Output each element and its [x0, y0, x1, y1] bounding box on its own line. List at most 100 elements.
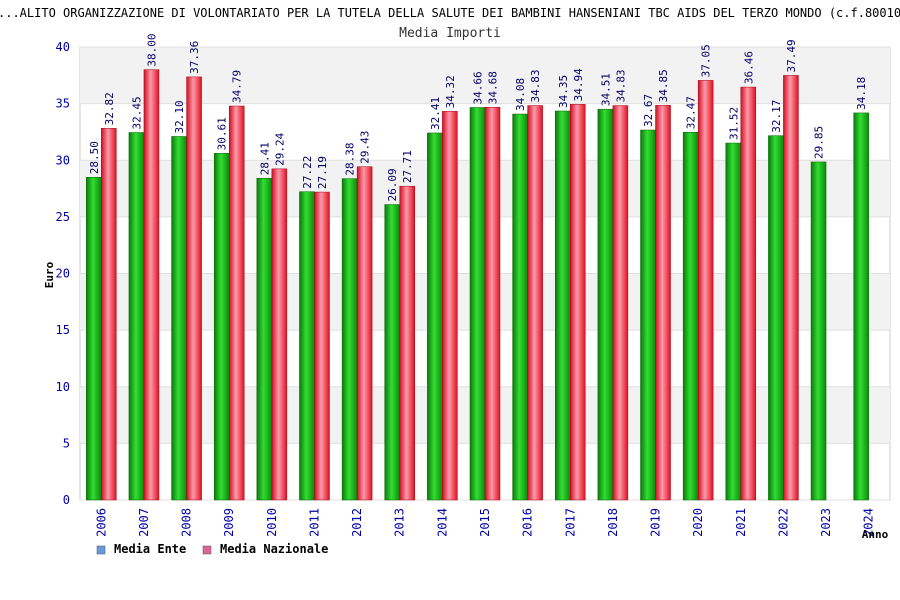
bar-media-nazionale: [143, 69, 160, 501]
bar-value-label: 37.05: [700, 44, 713, 77]
y-tick-label: 40: [56, 40, 70, 54]
value-labels: 28.50 32.82 32.45 38.00 32.10 37.36 30.61 34.79…: [88, 34, 868, 202]
x-tick-label: 2017: [563, 508, 577, 537]
legend: Media Ente Media Nazionale: [96, 542, 328, 556]
x-axis-ticks: 2006 2007 2008 2009 2010 2011 2012 2013 2014 2015…: [94, 508, 875, 537]
bar-value-label: 27.19: [316, 156, 329, 189]
x-tick-label: 2009: [222, 508, 236, 537]
bar-media-ente: [384, 204, 400, 501]
bar-value-label: 34.79: [231, 70, 244, 103]
bar-value-label: 27.71: [401, 150, 414, 183]
bar-value-label: 26.09: [386, 168, 399, 201]
y-tick-label: 5: [63, 436, 70, 450]
bar-value-label: 27.22: [301, 156, 314, 189]
x-tick-label: 2010: [265, 508, 279, 537]
x-tick-label: 2023: [819, 508, 833, 537]
bar-value-label: 34.68: [487, 71, 500, 104]
y-tick-label: 35: [56, 97, 70, 111]
y-tick-label: 20: [56, 267, 70, 281]
bar-media-nazionale: [356, 166, 373, 501]
bar-media-ente: [256, 178, 273, 501]
bar-value-label: 37.49: [785, 39, 798, 72]
y-axis-ticks: 0 5 10 15 20 25 30 35 40: [56, 40, 70, 507]
x-tick-label: 2012: [350, 508, 364, 537]
bar-value-label: 32.45: [130, 96, 143, 129]
bar-value-label: 34.83: [529, 69, 542, 102]
bar-value-label: 34.18: [855, 77, 868, 110]
bar-media-nazionale: [655, 105, 671, 501]
bar-value-label: 28.50: [88, 141, 101, 174]
x-tick-label: 2016: [521, 508, 535, 537]
x-tick-label: 2019: [649, 508, 663, 537]
bar-media-nazionale: [442, 111, 458, 501]
bar-value-label: 38.00: [145, 34, 158, 67]
bar-media-nazionale: [186, 76, 202, 501]
bar-value-label: 32.82: [103, 92, 116, 125]
bar-value-label: 32.10: [173, 100, 186, 133]
legend-label: Media Nazionale: [220, 542, 328, 556]
x-tick-label: 2008: [180, 508, 194, 537]
bar-media-nazionale: [612, 105, 629, 501]
y-tick-label: 15: [56, 323, 70, 337]
bar-media-nazionale: [783, 75, 799, 501]
bar-value-label: 32.67: [642, 94, 655, 127]
x-tick-label: 2021: [734, 508, 748, 537]
legend-label: Media Ente: [114, 542, 186, 556]
x-tick-label: 2020: [691, 508, 705, 537]
bar-media-nazionale: [570, 104, 586, 501]
bar-media-nazionale: [228, 105, 245, 501]
bar-media-ente: [640, 129, 656, 501]
chart-title: ...ALITO ORGANIZZAZIONE DI VOLONTARIATO …: [0, 6, 900, 20]
bar-media-ente: [427, 132, 443, 501]
bar-media-ente: [86, 176, 102, 501]
bar-value-label: 34.83: [614, 69, 627, 102]
x-tick-label: 2018: [606, 508, 620, 537]
bar-value-label: 34.35: [557, 75, 570, 108]
bar-media-ente: [512, 113, 528, 501]
bar-media-nazionale: [740, 86, 757, 501]
bar-value-label: 34.32: [444, 75, 457, 108]
bar-value-label: 28.41: [258, 142, 271, 175]
bar-media-ente: [341, 178, 358, 501]
legend-swatch: [202, 545, 212, 555]
bar-value-label: 37.36: [188, 41, 201, 74]
bar-value-label: 32.17: [770, 100, 783, 133]
x-tick-label: 2013: [393, 508, 407, 537]
bar-value-label: 29.24: [273, 132, 286, 165]
x-tick-label: 2014: [435, 508, 449, 537]
bar-value-label: 36.46: [742, 51, 755, 84]
bar-media-nazionale: [527, 105, 543, 501]
bar-media-ente: [853, 112, 869, 501]
bar-media-nazionale: [484, 106, 501, 501]
bar-media-nazionale: [314, 191, 330, 501]
bar-value-label: 31.52: [727, 107, 740, 140]
x-tick-label: 2015: [478, 508, 492, 537]
x-tick-label: 2022: [776, 508, 790, 537]
x-tick-label: 2007: [137, 508, 151, 537]
bar-media-ente: [299, 191, 315, 501]
chart-subtitle: Media Importi: [399, 26, 501, 41]
bar-value-label: 32.41: [429, 97, 442, 130]
bar-media-ente: [128, 132, 145, 501]
bar-media-nazionale: [271, 168, 288, 501]
bar-media-nazionale: [697, 80, 714, 501]
legend-swatch: [96, 545, 106, 555]
y-axis-title: Euro: [43, 261, 56, 288]
bar-media-ente: [810, 161, 827, 501]
bar-value-label: 30.61: [216, 117, 229, 150]
y-tick-label: 0: [63, 493, 70, 507]
bar-media-ente: [682, 132, 699, 501]
bars-group: [86, 69, 869, 501]
bar-value-label: 34.51: [599, 73, 612, 106]
bar-media-ente: [171, 136, 187, 501]
x-tick-label: 2011: [307, 508, 321, 537]
y-tick-label: 25: [56, 210, 70, 224]
bar-media-ente: [597, 108, 614, 501]
bar-media-nazionale: [399, 185, 415, 501]
bar-value-label: 34.85: [657, 69, 670, 102]
bar-media-ente: [213, 153, 230, 501]
bar-value-label: 32.47: [685, 96, 698, 129]
bar-value-label: 28.38: [344, 142, 357, 175]
x-tick-label: 2024: [862, 508, 876, 537]
